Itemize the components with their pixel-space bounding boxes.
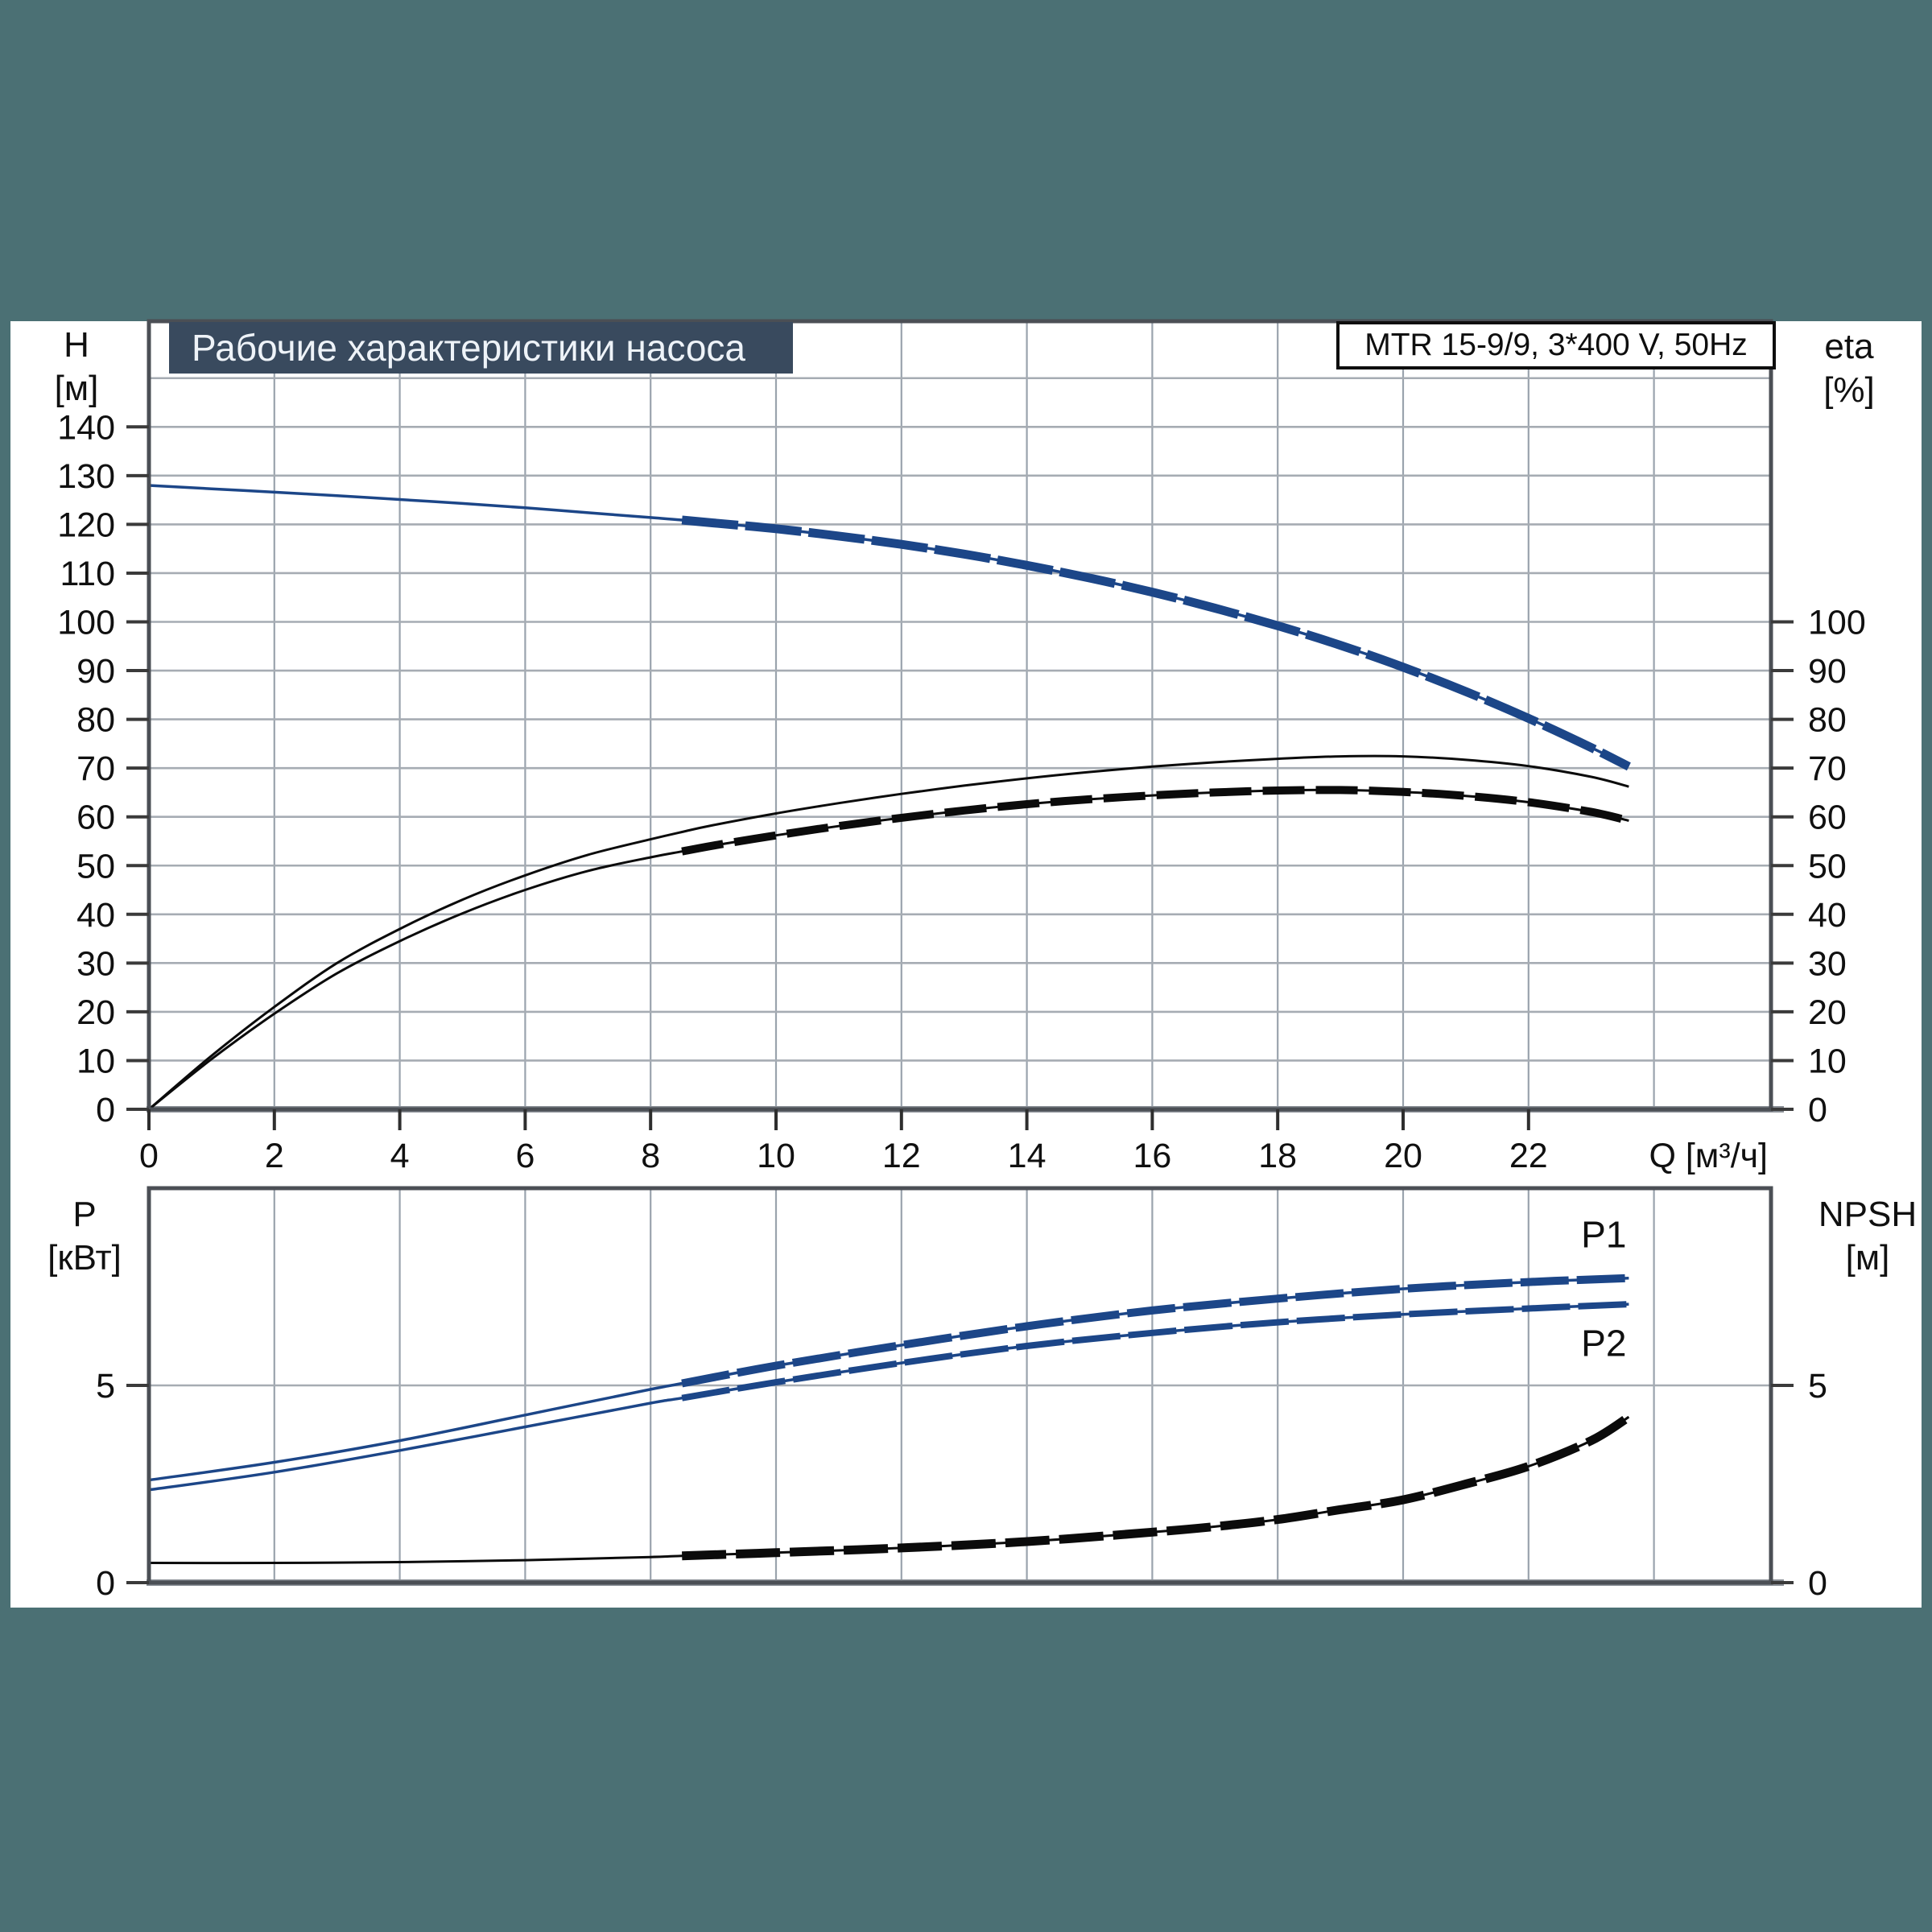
svg-text:P1: P1 — [1581, 1214, 1626, 1256]
svg-text:5: 5 — [1808, 1367, 1827, 1406]
chart-title: Рабочие характеристики насоса — [169, 322, 793, 374]
svg-text:0: 0 — [1808, 1564, 1827, 1603]
svg-text:70: 70 — [1808, 749, 1847, 788]
head-axis-name: H — [64, 325, 89, 365]
npsh-axis-unit: [м] — [1845, 1238, 1890, 1278]
eta-axis-name: eta — [1824, 327, 1874, 366]
svg-text:40: 40 — [1808, 896, 1847, 935]
npsh-axis-name: NPSH — [1818, 1195, 1918, 1234]
svg-text:0: 0 — [96, 1091, 115, 1129]
svg-text:P2: P2 — [1581, 1322, 1626, 1364]
svg-text:130: 130 — [57, 457, 115, 496]
npsh-axis-label: NPSH [м] — [1799, 1193, 1932, 1280]
svg-text:20: 20 — [1384, 1137, 1422, 1175]
svg-text:30: 30 — [76, 944, 115, 983]
svg-text:60: 60 — [76, 799, 115, 837]
svg-text:4: 4 — [390, 1137, 410, 1175]
svg-text:10: 10 — [76, 1042, 115, 1080]
svg-text:10: 10 — [1808, 1042, 1847, 1080]
svg-text:140: 140 — [57, 408, 115, 447]
page-border-bottom — [0, 1608, 1932, 1932]
svg-text:110: 110 — [60, 555, 115, 593]
svg-text:0: 0 — [96, 1564, 115, 1603]
page-border-left — [0, 0, 10, 1932]
eta-axis-label: eta [%] — [1789, 325, 1909, 412]
svg-text:22: 22 — [1509, 1137, 1548, 1175]
svg-text:50: 50 — [1808, 847, 1847, 886]
page-border-right — [1922, 0, 1932, 1932]
power-axis-unit: [кВт] — [47, 1238, 122, 1278]
svg-text:10: 10 — [757, 1137, 795, 1175]
svg-text:5: 5 — [96, 1367, 115, 1406]
svg-text:16: 16 — [1133, 1137, 1171, 1175]
svg-text:90: 90 — [76, 652, 115, 691]
svg-text:20: 20 — [1808, 993, 1847, 1032]
svg-text:8: 8 — [641, 1137, 660, 1175]
power-axis-name: P — [72, 1195, 97, 1234]
page-border-top — [0, 0, 1932, 321]
svg-text:80: 80 — [1808, 701, 1847, 740]
svg-text:2: 2 — [265, 1137, 284, 1175]
svg-text:100: 100 — [1808, 604, 1866, 642]
svg-text:60: 60 — [1808, 799, 1847, 837]
svg-text:0: 0 — [139, 1137, 159, 1175]
pump-model-box: MTR 15-9/9, 3*400 V, 50Hz — [1336, 321, 1776, 369]
svg-text:100: 100 — [57, 604, 115, 642]
eta-axis-unit: [%] — [1823, 370, 1875, 410]
svg-text:80: 80 — [76, 701, 115, 740]
svg-text:30: 30 — [1808, 944, 1847, 983]
svg-text:40: 40 — [76, 896, 115, 935]
svg-text:120: 120 — [57, 506, 115, 544]
svg-text:0: 0 — [1808, 1091, 1827, 1129]
svg-text:6: 6 — [515, 1137, 535, 1175]
svg-text:50: 50 — [76, 847, 115, 886]
svg-text:14: 14 — [1008, 1137, 1046, 1175]
svg-text:Q [м³/ч]: Q [м³/ч] — [1649, 1137, 1768, 1175]
svg-text:18: 18 — [1258, 1137, 1297, 1175]
head-axis-unit: [м] — [54, 369, 99, 408]
power-axis-label: P [кВт] — [20, 1193, 149, 1280]
svg-text:70: 70 — [76, 749, 115, 788]
head-axis-label: H [м] — [16, 324, 137, 411]
svg-text:20: 20 — [76, 993, 115, 1032]
svg-text:12: 12 — [882, 1137, 921, 1175]
svg-text:90: 90 — [1808, 652, 1847, 691]
